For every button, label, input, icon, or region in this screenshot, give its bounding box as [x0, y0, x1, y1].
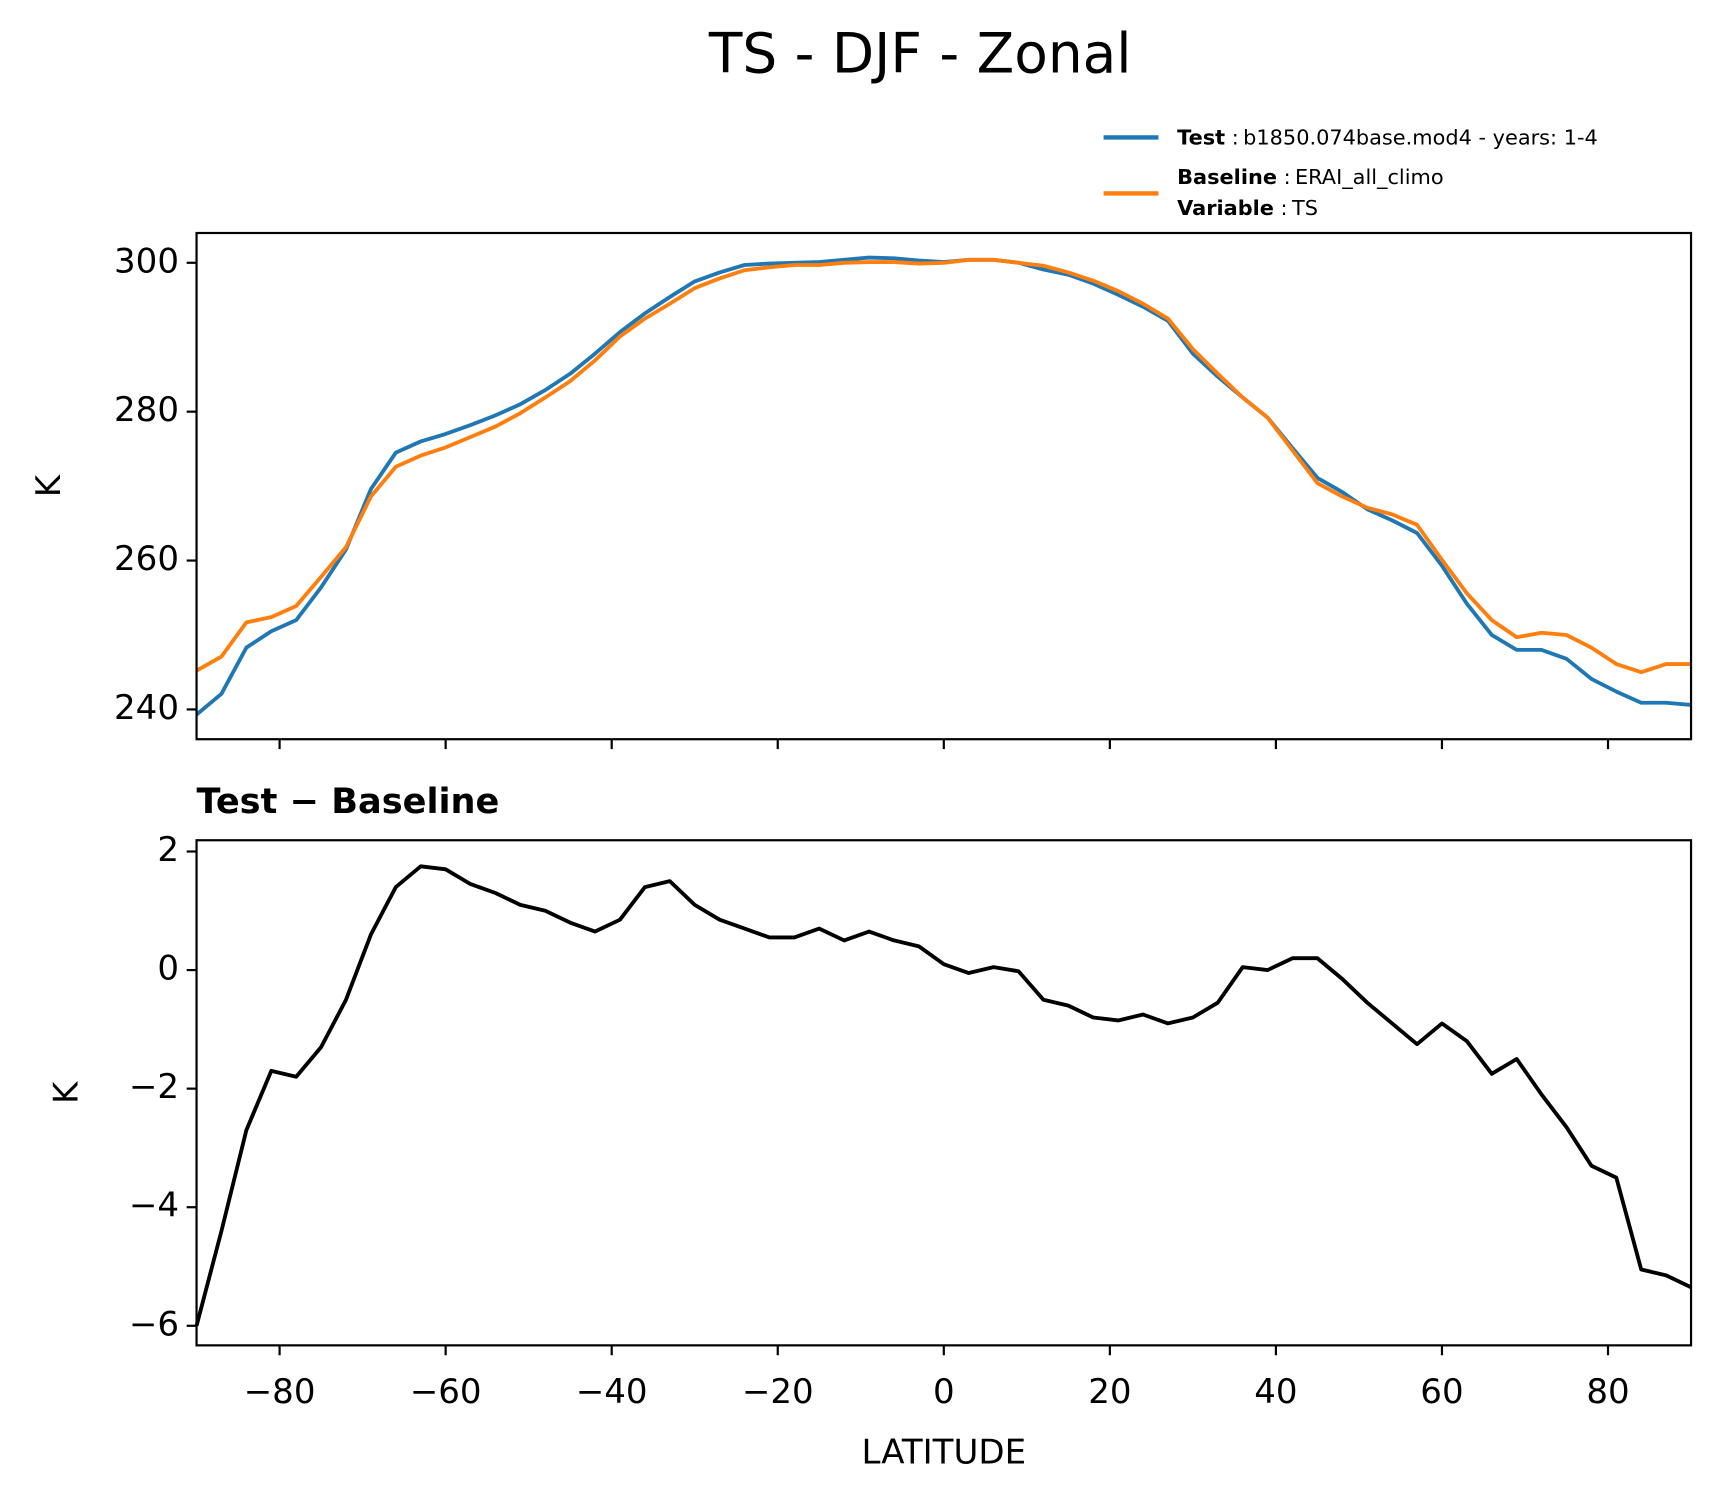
legend-sep: :: [1284, 165, 1291, 189]
legend-desc: ERAI_all_climo: [1295, 165, 1444, 190]
legend-name: Test: [1177, 126, 1225, 150]
x-tick-label: 80: [1586, 1372, 1629, 1412]
y-axis-label: K: [47, 1080, 87, 1104]
y-tick-label: −2: [129, 1067, 179, 1107]
y-tick-label: 240: [114, 688, 179, 728]
x-tick-label: 60: [1420, 1372, 1463, 1412]
legend-name: Variable: [1177, 196, 1274, 220]
legend-desc: b1850.074base.mod4 - years: 1-4: [1243, 126, 1598, 150]
x-tick-label: −60: [410, 1372, 482, 1412]
legend-entry: Baseline: ERAI_all_climo: [1177, 165, 1443, 190]
x-axis-label: LATITUDE: [861, 1433, 1026, 1473]
x-tick-label: −80: [244, 1372, 316, 1412]
y-tick-label: −4: [129, 1186, 179, 1226]
y-tick-label: −6: [129, 1304, 179, 1344]
plot-frame: [195, 231, 1693, 741]
subplot-title: Test − Baseline: [197, 781, 500, 822]
y-tick-label: 260: [114, 539, 179, 579]
y-axis-label: K: [29, 473, 69, 497]
y-tick-label: 2: [157, 830, 179, 870]
legend-sep: :: [1281, 196, 1288, 220]
series-line: [194, 864, 1692, 1327]
legend-entry: Variable: TS: [1177, 196, 1318, 220]
y-tick-label: 280: [114, 390, 179, 430]
y-tick-label: 300: [114, 241, 179, 281]
legend-entry: Test: b1850.074base.mod4 - years: 1-4: [1177, 126, 1598, 150]
series-line: [195, 257, 1692, 675]
x-tick-label: 20: [1088, 1372, 1131, 1412]
legend-desc: TS: [1291, 196, 1318, 220]
x-tick-label: −20: [742, 1372, 814, 1412]
x-tick-label: 0: [933, 1372, 955, 1412]
legend-name: Baseline: [1177, 165, 1277, 189]
figure-title: TS - DJF - Zonal: [708, 21, 1132, 85]
x-tick-label: 40: [1254, 1372, 1297, 1412]
plot-frame: [195, 839, 1693, 1347]
y-tick-label: 0: [157, 949, 179, 989]
x-tick-label: −40: [576, 1372, 648, 1412]
legend-sep: :: [1232, 126, 1239, 150]
